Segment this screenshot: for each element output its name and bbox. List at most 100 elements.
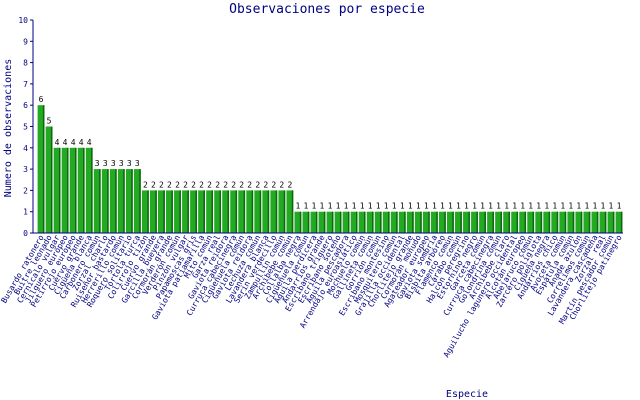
bar bbox=[479, 211, 486, 233]
y-tick-label: 4 bbox=[23, 144, 28, 153]
bar bbox=[206, 190, 214, 233]
bar-shadow bbox=[468, 211, 470, 233]
bar bbox=[182, 190, 189, 233]
bar-shadow bbox=[588, 211, 591, 233]
bar-shadow bbox=[380, 211, 382, 233]
bar-value-label: 2 bbox=[239, 180, 244, 189]
bar bbox=[438, 211, 446, 233]
bar-shadow bbox=[612, 211, 615, 233]
bar-shadow bbox=[388, 211, 390, 233]
bar-value-label: 1 bbox=[312, 202, 317, 211]
bar-value-label: 1 bbox=[601, 202, 606, 211]
bar-value-label: 1 bbox=[440, 202, 445, 211]
bar-value-label: 2 bbox=[175, 180, 180, 189]
bar-value-label: 1 bbox=[424, 202, 429, 211]
bar-shadow bbox=[428, 211, 430, 233]
y-tick-label: 7 bbox=[23, 80, 28, 89]
bar-value-label: 6 bbox=[39, 95, 44, 104]
bar-shadow bbox=[460, 211, 462, 233]
bar bbox=[334, 211, 342, 233]
bar bbox=[446, 211, 454, 233]
y-tick-label: 8 bbox=[23, 59, 28, 68]
bar bbox=[246, 190, 254, 233]
bar-value-label: 1 bbox=[456, 202, 461, 211]
bar-value-label: 4 bbox=[71, 138, 76, 147]
y-tick-label: 9 bbox=[23, 37, 28, 46]
bar bbox=[414, 211, 422, 233]
bar-shadow bbox=[420, 211, 422, 233]
bar-shadow bbox=[42, 105, 45, 233]
bar bbox=[222, 190, 230, 233]
bar-shadow bbox=[171, 190, 173, 233]
bar-value-label: 2 bbox=[167, 180, 172, 189]
bar-value-label: 2 bbox=[199, 180, 204, 189]
bar bbox=[174, 190, 181, 233]
bar bbox=[583, 211, 591, 233]
bar-shadow bbox=[532, 211, 535, 233]
bar-shadow bbox=[75, 147, 77, 233]
bar-value-label: 1 bbox=[592, 202, 597, 211]
y-axis-label: Numero de observaciones bbox=[3, 59, 14, 197]
bar bbox=[422, 211, 430, 233]
bar-shadow bbox=[259, 190, 262, 233]
bar bbox=[374, 211, 382, 233]
bar-value-label: 1 bbox=[560, 202, 565, 211]
bar-value-label: 1 bbox=[408, 202, 413, 211]
bar bbox=[69, 147, 77, 233]
bar-value-label: 1 bbox=[320, 202, 325, 211]
bar-value-label: 1 bbox=[512, 202, 517, 211]
bar-value-label: 3 bbox=[127, 159, 132, 168]
bar-shadow bbox=[339, 211, 342, 233]
bar-shadow bbox=[107, 169, 109, 233]
bar-shadow bbox=[187, 190, 189, 233]
bar-value-label: 1 bbox=[304, 202, 309, 211]
bar bbox=[77, 147, 85, 233]
bar bbox=[519, 211, 527, 233]
bar bbox=[141, 190, 149, 233]
bar-shadow bbox=[67, 147, 69, 233]
bar-value-label: 1 bbox=[609, 202, 614, 211]
bar-shadow bbox=[556, 211, 559, 233]
bar-shadow bbox=[444, 211, 446, 233]
bar-shadow bbox=[179, 190, 181, 233]
bar-value-label: 2 bbox=[247, 180, 252, 189]
bar-value-label: 1 bbox=[480, 202, 485, 211]
bar bbox=[503, 211, 511, 233]
bar-value-label: 4 bbox=[63, 138, 68, 147]
bar bbox=[495, 211, 502, 233]
bar-value-label: 4 bbox=[79, 138, 84, 147]
bar bbox=[535, 211, 543, 233]
bar-value-label: 1 bbox=[448, 202, 453, 211]
bar-value-label: 3 bbox=[119, 159, 124, 168]
bar-shadow bbox=[315, 211, 318, 233]
bar bbox=[85, 147, 93, 233]
bar-value-label: 1 bbox=[520, 202, 525, 211]
bar-value-label: 1 bbox=[416, 202, 421, 211]
bar-value-label: 1 bbox=[576, 202, 581, 211]
bar-shadow bbox=[211, 190, 214, 233]
bar-shadow bbox=[500, 211, 502, 233]
bar bbox=[326, 211, 334, 233]
bar-shadow bbox=[131, 169, 133, 233]
bar-shadow bbox=[299, 211, 302, 233]
bar bbox=[358, 211, 366, 233]
bar-shadow bbox=[251, 190, 254, 233]
y-axis-ticks: 0 1 2 3 4 5 6 7 8 9 10 bbox=[18, 16, 33, 238]
bar bbox=[511, 211, 519, 233]
bar-shadow bbox=[524, 211, 527, 233]
bar-shadow bbox=[147, 190, 149, 233]
bar bbox=[318, 211, 326, 233]
bar-shadow bbox=[492, 211, 494, 233]
bar-shadow bbox=[283, 190, 286, 233]
bar-value-label: 1 bbox=[352, 202, 357, 211]
bar bbox=[125, 169, 133, 233]
bar bbox=[190, 190, 197, 233]
bar bbox=[53, 147, 61, 233]
bar-shadow bbox=[219, 190, 222, 233]
bar-value-label: 1 bbox=[488, 202, 493, 211]
bar-shadow bbox=[195, 190, 197, 233]
bar-value-label: 2 bbox=[159, 180, 164, 189]
bar-value-label: 5 bbox=[47, 117, 52, 126]
